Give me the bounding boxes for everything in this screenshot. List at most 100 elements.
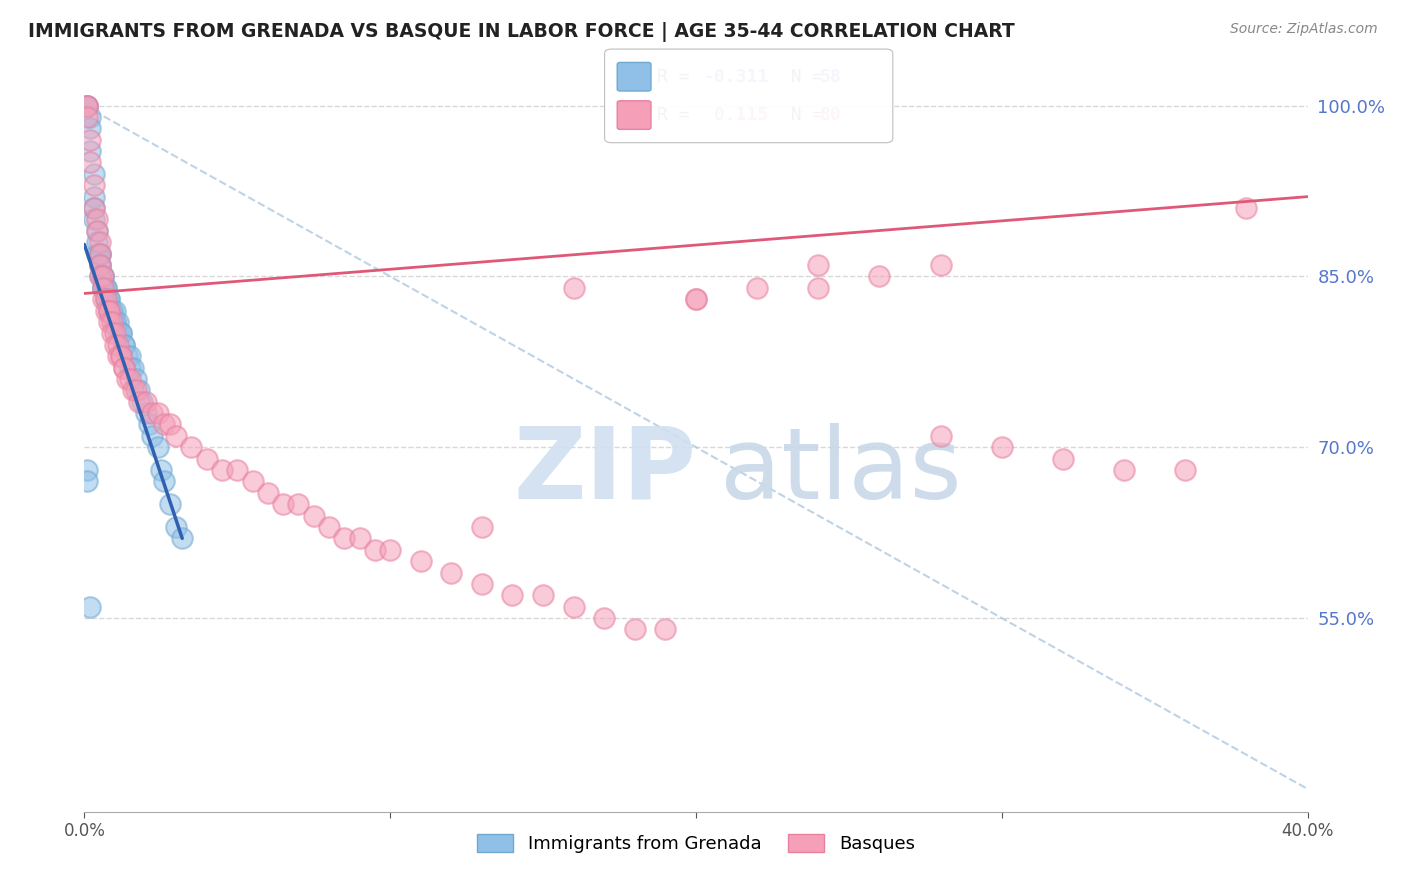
Point <box>76 98 98 112</box>
Point <box>302 508 325 523</box>
Point <box>101 315 124 329</box>
Point <box>115 372 138 386</box>
Point <box>112 360 135 375</box>
Point <box>86 212 108 227</box>
Point <box>79 155 101 169</box>
Point <box>83 201 105 215</box>
Point <box>107 337 129 351</box>
Point <box>86 224 108 238</box>
Point <box>83 201 105 215</box>
Point <box>172 532 194 546</box>
Point <box>89 269 111 284</box>
Point <box>531 588 554 602</box>
Point <box>593 611 616 625</box>
Point <box>91 281 114 295</box>
Point <box>89 258 111 272</box>
Point <box>107 349 129 363</box>
Point <box>929 258 952 272</box>
Point <box>86 235 108 250</box>
Point <box>101 303 124 318</box>
Point <box>76 475 98 489</box>
Point <box>76 463 98 477</box>
Point <box>380 542 402 557</box>
Point <box>153 475 176 489</box>
Point <box>471 520 494 534</box>
Point <box>120 372 142 386</box>
Point <box>685 292 707 306</box>
Point <box>165 429 187 443</box>
Point <box>440 566 463 580</box>
Point <box>122 360 145 375</box>
Point <box>165 520 187 534</box>
Text: -0.311: -0.311 <box>703 68 768 86</box>
Point <box>287 497 309 511</box>
Point <box>122 384 145 398</box>
Point <box>1052 451 1074 466</box>
Point <box>125 372 148 386</box>
Point <box>89 246 111 260</box>
Point <box>104 326 127 341</box>
Point <box>83 167 105 181</box>
Point <box>349 532 371 546</box>
Point <box>110 349 132 363</box>
Point <box>929 429 952 443</box>
Point <box>115 349 138 363</box>
Point <box>112 337 135 351</box>
Text: N =: N = <box>769 106 834 124</box>
Point <box>89 258 111 272</box>
Point <box>83 212 105 227</box>
Point <box>89 246 111 260</box>
Text: 0.115: 0.115 <box>703 106 768 124</box>
Point <box>869 269 891 284</box>
Point <box>112 360 135 375</box>
Point <box>97 303 120 318</box>
Point <box>86 224 108 238</box>
Point <box>409 554 432 568</box>
Point <box>97 303 120 318</box>
Point <box>76 98 98 112</box>
Point <box>94 292 117 306</box>
Point <box>97 292 120 306</box>
Point <box>138 417 160 432</box>
Point <box>364 542 387 557</box>
Point <box>76 110 98 124</box>
Point <box>807 281 830 295</box>
Point <box>654 623 676 637</box>
Point <box>79 121 101 136</box>
Point <box>146 440 169 454</box>
Point <box>131 394 153 409</box>
Point <box>107 326 129 341</box>
Point <box>128 394 150 409</box>
Point <box>91 281 114 295</box>
Point <box>89 269 111 284</box>
Point <box>120 349 142 363</box>
Point <box>91 269 114 284</box>
Legend: Immigrants from Grenada, Basques: Immigrants from Grenada, Basques <box>468 824 924 862</box>
Text: N =: N = <box>769 68 834 86</box>
Point <box>110 326 132 341</box>
Point <box>110 326 132 341</box>
Point <box>110 349 132 363</box>
Point <box>79 133 101 147</box>
Point <box>211 463 233 477</box>
Point <box>747 281 769 295</box>
Point <box>153 417 176 432</box>
Point <box>97 315 120 329</box>
Point <box>125 384 148 398</box>
Point <box>94 281 117 295</box>
Text: 80: 80 <box>820 106 841 124</box>
Text: Source: ZipAtlas.com: Source: ZipAtlas.com <box>1230 22 1378 37</box>
Point <box>83 178 105 193</box>
Point <box>471 577 494 591</box>
Text: R =: R = <box>657 106 711 124</box>
Point <box>120 360 142 375</box>
Point <box>1236 201 1258 215</box>
Point <box>101 326 124 341</box>
Point <box>104 303 127 318</box>
Point <box>685 292 707 306</box>
Point <box>79 144 101 158</box>
Point <box>318 520 340 534</box>
Point <box>101 303 124 318</box>
Point <box>94 292 117 306</box>
Point <box>91 269 114 284</box>
